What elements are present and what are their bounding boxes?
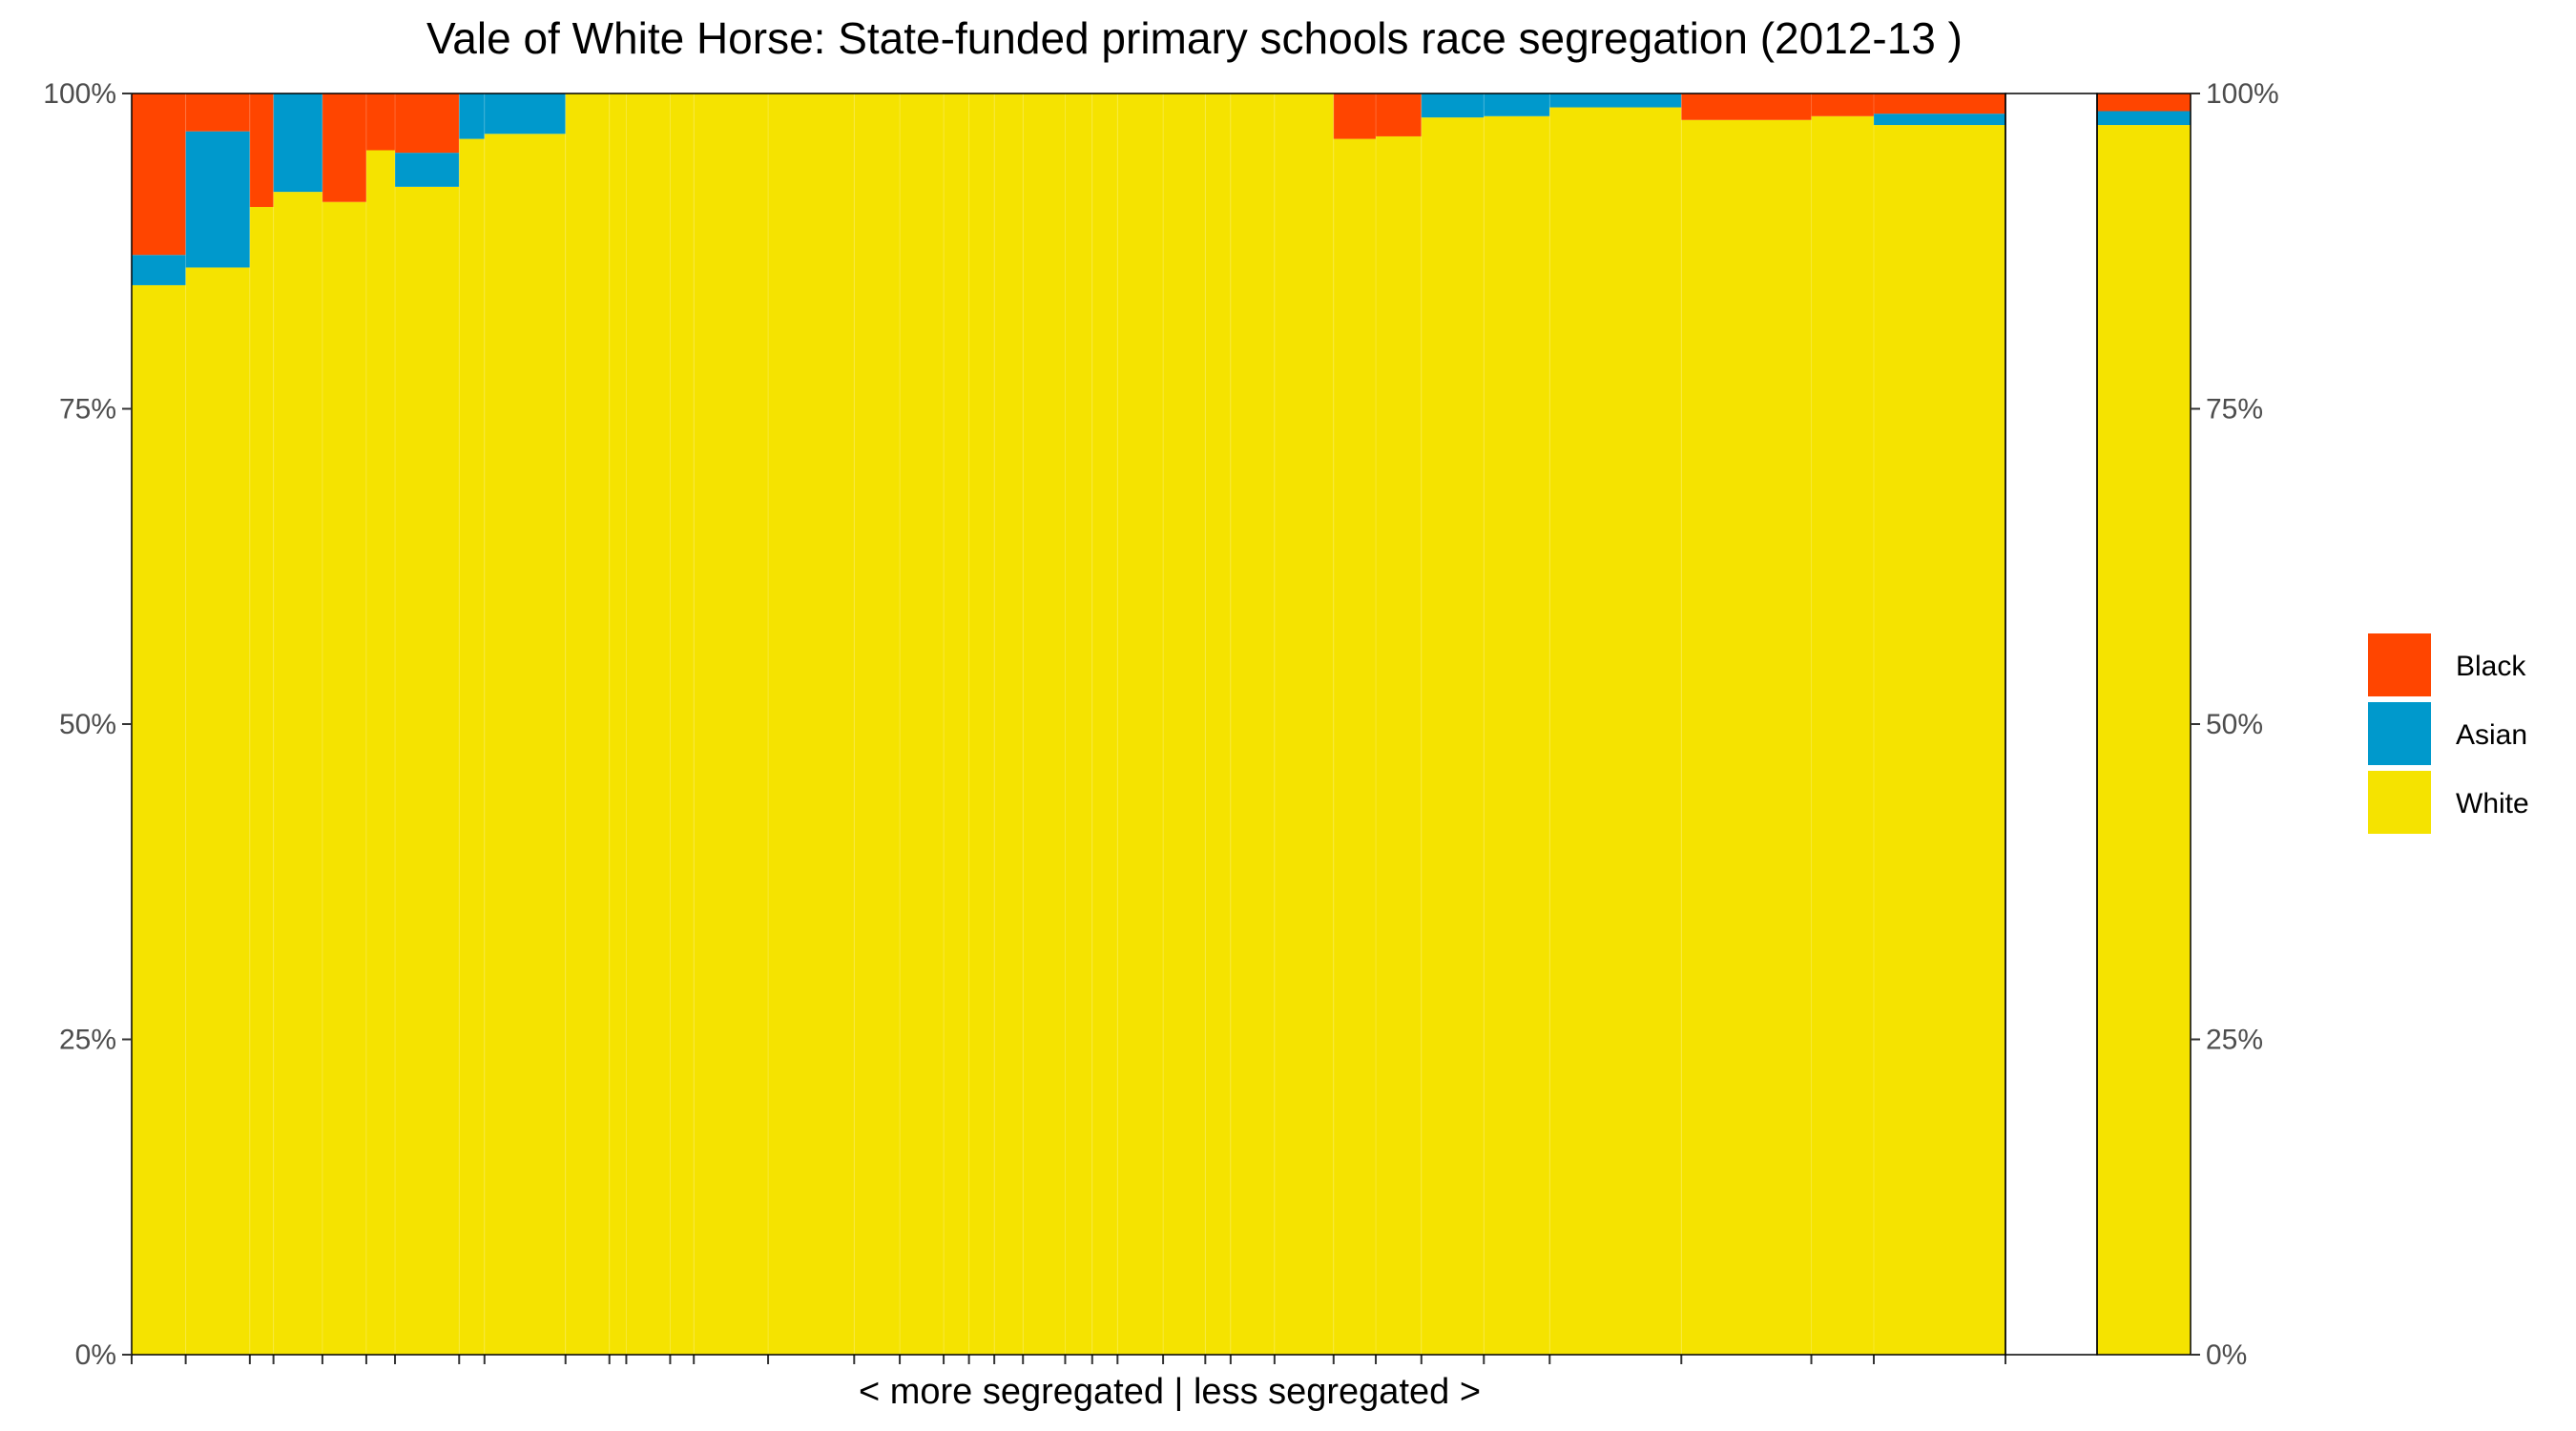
bar-segment-white-27: [1230, 93, 1275, 1355]
bar-segment-asian-33: [1549, 93, 1682, 108]
legend-key-black: [2368, 633, 2431, 696]
bar-segment-white-2: [185, 267, 250, 1355]
legend-label-white: White: [2456, 788, 2529, 819]
bar-segment-white-6: [365, 150, 396, 1356]
plot-area: [132, 93, 2191, 1356]
legend-label-asian: Asian: [2456, 719, 2527, 751]
bar-segment-white-14: [694, 93, 769, 1355]
bar-segment-white-20: [994, 93, 1024, 1355]
bar-segment-white-32: [1484, 115, 1550, 1355]
bar-segment-white-33: [1549, 107, 1682, 1356]
bar-segment-white-9: [484, 134, 566, 1356]
bar-segment-white-25: [1163, 93, 1206, 1355]
y-tick-label-left: 0%: [75, 1339, 116, 1371]
bar-segment-white-28: [1274, 93, 1334, 1355]
legend-key-asian: [2368, 702, 2431, 765]
bar-segment-asian-9: [484, 93, 566, 135]
bar-segment-white-17: [900, 93, 945, 1355]
bar-segment-black-34: [1681, 93, 1812, 120]
legend: Black Asian White: [2368, 633, 2529, 834]
legend-key-white: [2368, 771, 2431, 834]
bar-segment-black-6: [365, 93, 396, 151]
bar-segment-white-31: [1421, 117, 1485, 1355]
bar-segment-white-overall: [2097, 125, 2191, 1355]
chart-title: Vale of White Horse: State-funded primar…: [426, 13, 1963, 63]
bar-segment-white-21: [1023, 93, 1066, 1355]
y-tick-label-right: 50%: [2206, 709, 2263, 740]
bar-segment-white-18: [944, 93, 969, 1355]
bar-segment-white-11: [609, 93, 627, 1355]
bar-segment-white-10: [565, 93, 610, 1355]
bar-segment-white-30: [1376, 135, 1422, 1355]
bar-segment-black-35: [1811, 93, 1874, 116]
bar-segment-white-23: [1091, 93, 1118, 1355]
bar-segment-asian-7: [395, 153, 460, 187]
x-axis-label: < more segregated | less segregated >: [859, 1372, 1481, 1412]
bar-segment-white-29: [1333, 138, 1377, 1355]
bar-segment-white-35: [1811, 115, 1874, 1355]
bar-segment-white-19: [968, 93, 995, 1355]
bar-segment-white-3: [249, 206, 274, 1356]
bar-segment-white-1: [132, 284, 186, 1356]
y-tick-label-right: 25%: [2206, 1025, 2263, 1056]
bar-segment-asian-31: [1421, 93, 1485, 118]
y-tick-label-right: 75%: [2206, 394, 2263, 425]
y-tick-label-left: 75%: [59, 394, 116, 425]
y-tick-label-left: 50%: [59, 709, 116, 740]
bar-segment-black-2: [185, 93, 250, 132]
bar-segment-white-13: [670, 93, 695, 1355]
legend-label-black: Black: [2456, 651, 2526, 682]
bar-segment-black-7: [395, 93, 460, 154]
bar-segment-white-8: [459, 138, 485, 1355]
bar-segment-white-5: [322, 201, 366, 1355]
bar-segment-black-1: [132, 93, 186, 256]
y-tick-label-right: 0%: [2206, 1339, 2247, 1371]
bar-segment-black-29: [1333, 93, 1377, 139]
bar-segment-asian-36: [1873, 114, 2005, 126]
bar-segment-asian-1: [132, 255, 186, 285]
gap-panel-border: [2005, 93, 2098, 1356]
bar-segment-white-15: [768, 93, 855, 1355]
bar-segment-white-24: [1117, 93, 1164, 1355]
bar-segment-black-overall: [2097, 93, 2191, 112]
bar-segment-asian-32: [1484, 93, 1550, 116]
bar-segment-white-4: [273, 192, 322, 1356]
bar-segment-asian-overall: [2097, 111, 2191, 126]
axes: 0% 0% 25% 25% 50% 50% 75% 75% 100% 100%: [43, 78, 2278, 1371]
bar-segment-white-7: [395, 186, 460, 1355]
bar-segment-asian-4: [273, 93, 322, 193]
bar-segment-black-3: [249, 93, 274, 207]
bar-segment-white-34: [1681, 119, 1812, 1356]
y-tick-label-left: 100%: [43, 78, 116, 110]
y-tick-label-right: 100%: [2206, 78, 2279, 110]
bar-segment-white-26: [1205, 93, 1231, 1355]
bar-segment-asian-8: [459, 93, 485, 139]
bar-segment-black-30: [1376, 93, 1422, 136]
bar-segment-white-12: [626, 93, 671, 1355]
y-tick-label-left: 25%: [59, 1025, 116, 1056]
bar-segment-black-5: [322, 93, 366, 202]
bar-segment-white-22: [1065, 93, 1092, 1355]
bar-segment-black-36: [1873, 93, 2005, 114]
bar-segment-white-36: [1873, 125, 2005, 1355]
bar-segment-white-16: [854, 93, 901, 1355]
bar-segment-asian-2: [185, 131, 250, 268]
